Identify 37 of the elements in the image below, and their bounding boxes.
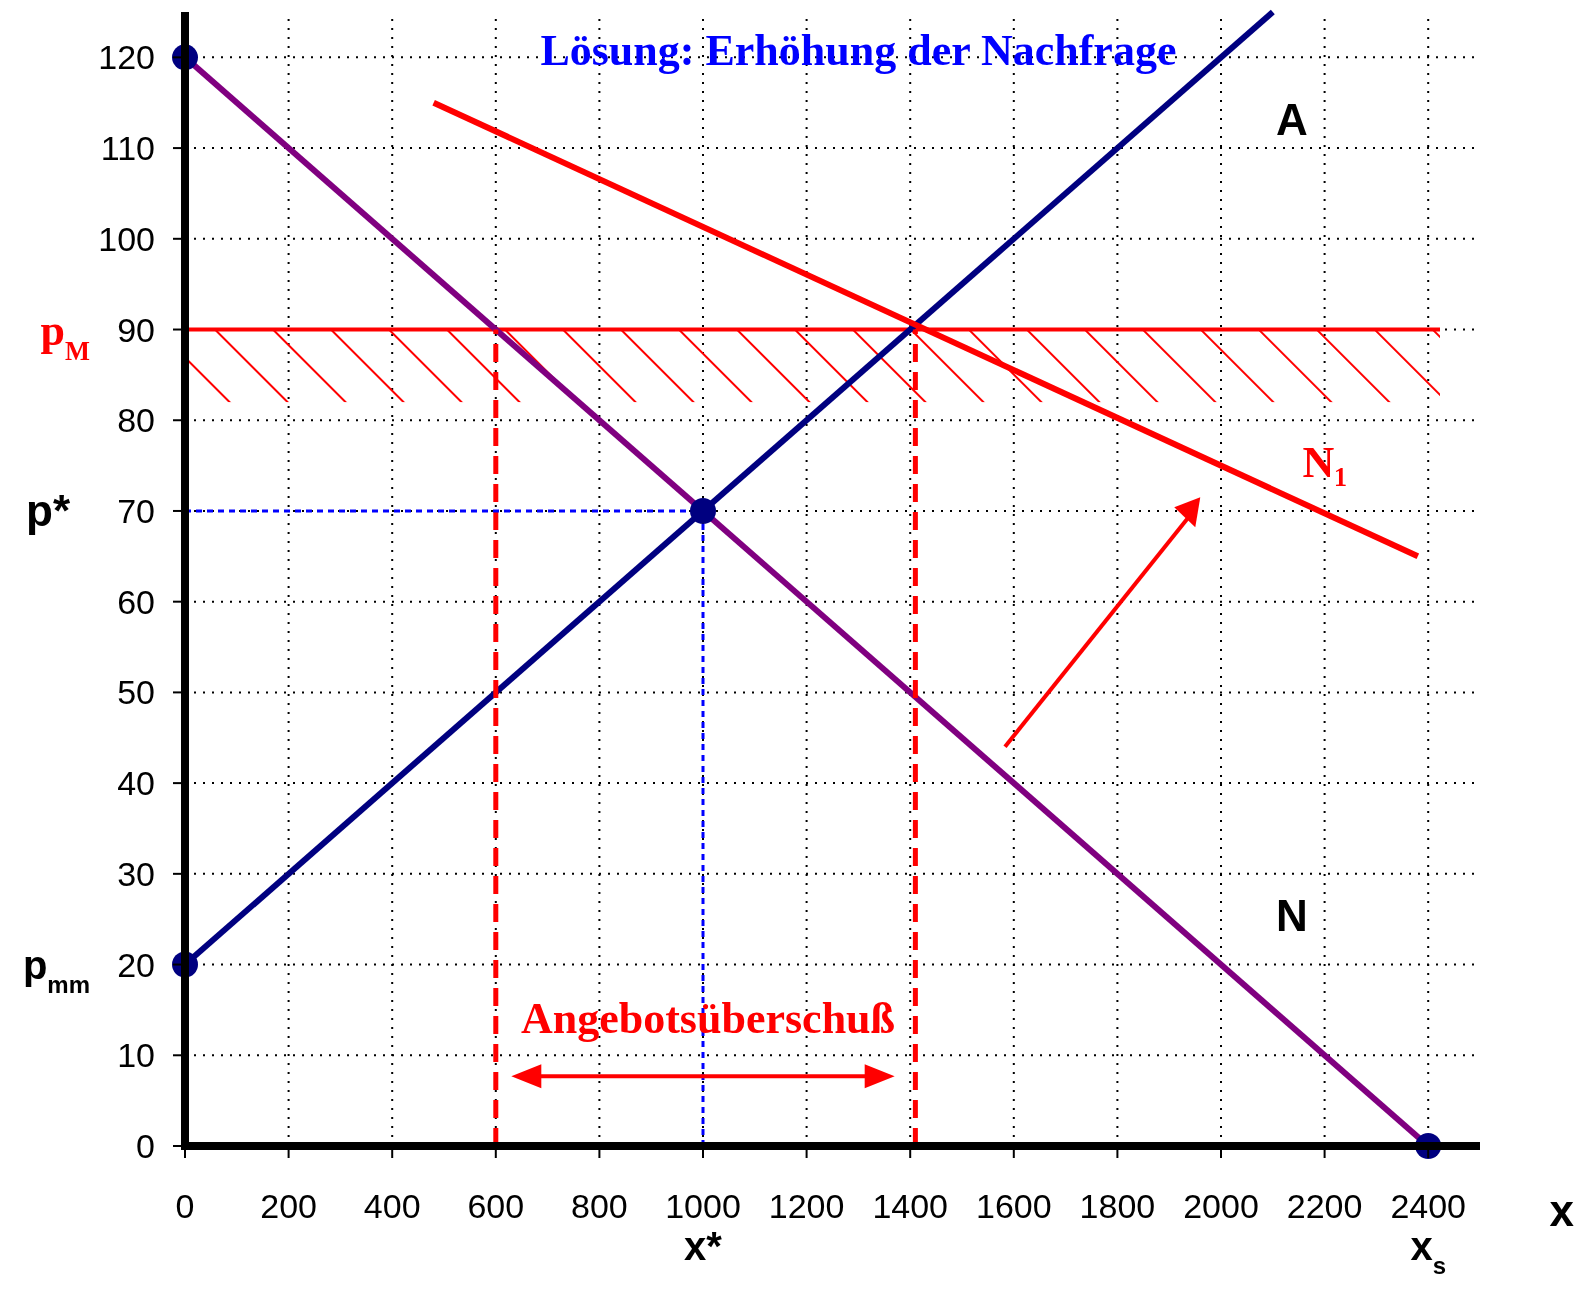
x-tick-label: 600 — [467, 1187, 525, 1225]
x-tick-label: 1800 — [1079, 1187, 1156, 1225]
y-tick-label: 110 — [100, 129, 155, 168]
y-tick-label: 50 — [117, 673, 155, 712]
y-tick-label: 120 — [98, 38, 155, 77]
y-tick-label: 70 — [117, 491, 155, 530]
y-tick-label: 0 — [136, 1127, 155, 1165]
x-tick-label: 0 — [175, 1187, 195, 1225]
x-tick-label: 200 — [260, 1187, 317, 1225]
x-tick-label: 2400 — [1390, 1187, 1467, 1225]
y-tick-label: 100 — [98, 219, 155, 258]
annotation: p$_{mm}$ — [22, 942, 90, 998]
annotation: N₁ — [1302, 438, 1348, 488]
x-tick-label: 2000 — [1183, 1187, 1259, 1225]
x-tick-label: 1000 — [665, 1187, 741, 1225]
y-tick-label: 10 — [117, 1036, 155, 1075]
chart-title: Lösung: Erhöhung der Nachfrage — [540, 26, 1177, 76]
annotation: p* — [26, 486, 71, 536]
x-tick-label: 1600 — [975, 1187, 1052, 1225]
x-tick-label: 1400 — [872, 1187, 949, 1225]
y-tick-label: 90 — [117, 310, 155, 349]
x-tick-label: 1200 — [768, 1187, 845, 1225]
y-tick-label: 30 — [117, 854, 155, 893]
x-tick-label: 2200 — [1286, 1187, 1363, 1225]
annotation: N — [1276, 891, 1308, 941]
y-tick-label: 20 — [117, 945, 155, 984]
annotation: Angebotsüberschuß — [520, 994, 896, 1044]
annotation: p$_{M}$ — [40, 305, 91, 366]
x-tick-label: 400 — [363, 1187, 421, 1225]
annotation: A — [1276, 95, 1308, 145]
y-tick-label: 80 — [117, 401, 155, 440]
y-tick-label: 40 — [117, 764, 155, 803]
annotation: x* — [684, 1224, 723, 1268]
annotation: x$_{s}$ — [1410, 1224, 1446, 1279]
x-axis-title: x — [1549, 1186, 1575, 1235]
x-tick-label: 800 — [571, 1187, 628, 1225]
y-tick-label: 60 — [117, 582, 155, 621]
